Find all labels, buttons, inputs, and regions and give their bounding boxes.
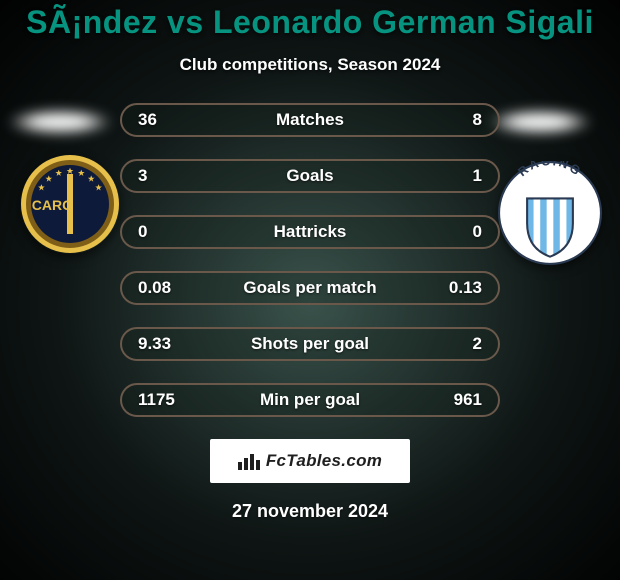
- stat-value-left: 0.08: [138, 278, 171, 298]
- stat-row: 0.08 Goals per match 0.13: [120, 271, 500, 305]
- stat-label: Min per goal: [260, 390, 360, 410]
- svg-text:CARC: CARC: [32, 197, 72, 213]
- stat-value-left: 3: [138, 166, 147, 186]
- brand-box: FcTables.com: [210, 439, 410, 483]
- stat-value-left: 0: [138, 222, 147, 242]
- stat-row: 0 Hattricks 0: [120, 215, 500, 249]
- bar-chart-icon: [238, 452, 260, 470]
- stat-label: Hattricks: [274, 222, 347, 242]
- stat-value-left: 36: [138, 110, 157, 130]
- stat-label: Matches: [276, 110, 344, 130]
- comparison-title: SÃ¡ndez vs Leonardo German Sigali: [26, 4, 594, 41]
- stat-value-right: 0: [473, 222, 482, 242]
- stat-label: Goals per match: [243, 278, 376, 298]
- spotlight-left: [8, 109, 112, 135]
- stat-value-right: 0.13: [449, 278, 482, 298]
- comparison-arena: CARC RACING 36Match: [0, 103, 620, 417]
- stat-row: 36 Matches 8: [120, 103, 500, 137]
- stat-label: Shots per goal: [251, 334, 369, 354]
- stat-value-right: 961: [454, 390, 482, 410]
- club-badge-left: CARC: [20, 154, 120, 254]
- stat-row: 1175 Min per goal 961: [120, 383, 500, 417]
- club-badge-right: RACING: [498, 161, 602, 265]
- stat-value-right: 1: [473, 166, 482, 186]
- stat-value-left: 9.33: [138, 334, 171, 354]
- spotlight-right: [488, 109, 592, 135]
- comparison-subtitle: Club competitions, Season 2024: [180, 55, 441, 75]
- stat-label: Goals: [286, 166, 333, 186]
- stat-row: 9.33 Shots per goal 2: [120, 327, 500, 361]
- stat-row: 3 Goals 1: [120, 159, 500, 193]
- stat-value-right: 8: [473, 110, 482, 130]
- comparison-date: 27 november 2024: [232, 501, 388, 522]
- brand-text: FcTables.com: [266, 451, 382, 471]
- stat-value-right: 2: [473, 334, 482, 354]
- stat-value-left: 1175: [138, 390, 175, 410]
